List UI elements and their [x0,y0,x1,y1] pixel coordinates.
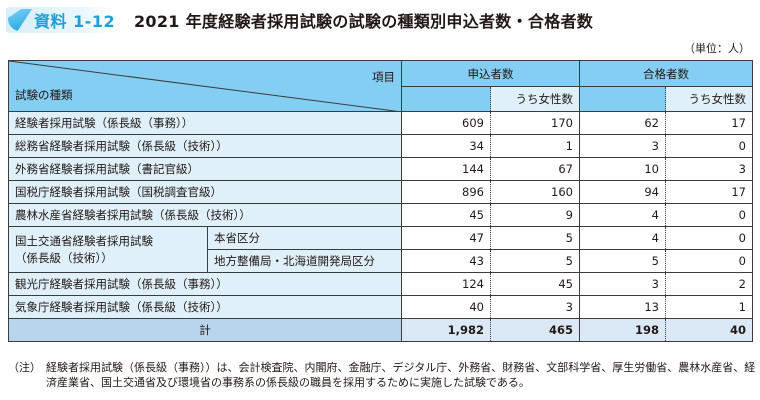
corner-kind-label: 試験の種類 [15,88,73,102]
table-row: 観光庁経験者採用試験（係長級（事務）） 124 45 3 2 [8,272,753,296]
applicants-cell: 40 [401,295,491,319]
table-row-mlit-honsho: 国土交通省経験者採用試験 （係長級（技術）） 本省区分 47 5 4 0 [8,226,753,273]
applicants-cell: 124 [401,272,491,296]
passed-cell: 3 [579,272,666,296]
table-row: 外務省経験者採用試験（書記官級） 144 67 10 3 [8,157,753,181]
total-passed-female: 40 [665,318,753,342]
passed-cell: 13 [579,295,666,319]
applicants-female-cell: 3 [490,295,580,319]
passed-cell: 94 [579,180,666,204]
diagonal-line [9,61,402,112]
footnote-label: （注） [8,361,41,374]
row-label: 外務省経験者採用試験（書記官級） [8,157,402,181]
exam-table: 項目 試験の種類 申込者数 合格者数 うち女性数 うち女性数 経験者採用試験（係… [8,60,753,342]
row-label: 総務省経験者採用試験（係長級（技術）） [8,134,402,158]
figure-title: 2021 年度経験者採用試験の試験の種類別申込者数・合格者数 [134,12,594,31]
col-group-applicants: 申込者数 [401,60,580,87]
applicants-female-cell: 5 [490,226,580,250]
passed-cell: 5 [579,249,666,273]
row-label: 観光庁経験者採用試験（係長級（事務）） [8,272,402,296]
sub-row-label: 本省区分 [207,226,402,250]
passed-female-cell: 0 [665,134,753,158]
applicants-cell: 609 [401,111,491,135]
applicants-female-cell: 5 [490,249,580,273]
total-label: 計 [8,318,402,342]
passed-cell: 4 [579,226,666,250]
col-passed-total [579,86,666,112]
applicants-cell: 896 [401,180,491,204]
col-applicants-female: うち女性数 [490,86,580,112]
total-applicants-female: 465 [490,318,580,342]
mlit-label-line1: 国土交通省経験者採用試験 [15,233,153,248]
applicants-cell: 47 [401,226,491,250]
passed-female-cell: 0 [665,203,753,227]
row-label: 農林水産省経験者採用試験（係長級（技術）） [8,203,402,227]
footnote-text: 経験者採用試験（係長級（事務））は、会計検査院、内閣府、金融庁、デジタル庁、外務… [46,361,756,389]
mlit-group-label: 国土交通省経験者採用試験 （係長級（技術）） [8,226,208,273]
col-passed-female: うち女性数 [665,86,753,112]
total-row: 計 1,982 465 198 40 [8,318,753,342]
applicants-female-cell: 67 [490,157,580,181]
passed-female-cell: 0 [665,249,753,273]
passed-cell: 62 [579,111,666,135]
total-passed: 198 [579,318,666,342]
table-row: 総務省経験者採用試験（係長級（技術）） 34 1 3 0 [8,134,753,158]
passed-female-cell: 0 [665,226,753,250]
col-applicants-total [401,86,491,112]
passed-cell: 10 [579,157,666,181]
passed-female-cell: 3 [665,157,753,181]
applicants-cell: 144 [401,157,491,181]
applicants-female-cell: 45 [490,272,580,296]
figure-title-bar: 資料 1-12 2021 年度経験者採用試験の試験の種類別申込者数・合格者数 [6,6,593,34]
applicants-cell: 34 [401,134,491,158]
row-label: 経験者採用試験（係長級（事務）） [8,111,402,135]
row-label: 国税庁経験者採用試験（国税調査官級） [8,180,402,204]
row-label: 気象庁経験者採用試験（係長級（技術）） [8,295,402,319]
passed-female-cell: 17 [665,180,753,204]
passed-cell: 4 [579,203,666,227]
passed-female-cell: 17 [665,111,753,135]
corner-header: 項目 試験の種類 [8,60,402,112]
applicants-cell: 43 [401,249,491,273]
passed-cell: 3 [579,134,666,158]
table-row: 農林水産省経験者採用試験（係長級（技術）） 45 9 4 0 [8,203,753,227]
applicants-female-cell: 160 [490,180,580,204]
mlit-label-line2: （係長級（技術）） [15,250,113,265]
figure-number: 資料 1-12 [34,12,116,31]
table-row-mlit-regional: 地方整備局・北海道開発局区分 43 5 5 0 [9,249,753,273]
applicants-female-cell: 170 [490,111,580,135]
sub-row-label: 地方整備局・北海道開発局区分 [207,249,402,273]
table-row: 経験者採用試験（係長級（事務）） 609 170 62 17 [8,111,753,135]
col-group-passed: 合格者数 [579,60,753,87]
table-row: 国税庁経験者採用試験（国税調査官級） 896 160 94 17 [8,180,753,204]
passed-female-cell: 1 [665,295,753,319]
passed-female-cell: 2 [665,272,753,296]
applicants-cell: 45 [401,203,491,227]
applicants-female-cell: 9 [490,203,580,227]
figure-badge: 資料 1-12 [6,7,116,33]
unit-label: （単位：人） [684,42,750,55]
table-row: 気象庁経験者採用試験（係長級（技術）） 40 3 13 1 [8,295,753,319]
applicants-female-cell: 1 [490,134,580,158]
corner-item-label: 項目 [372,70,395,84]
total-applicants: 1,982 [401,318,491,342]
